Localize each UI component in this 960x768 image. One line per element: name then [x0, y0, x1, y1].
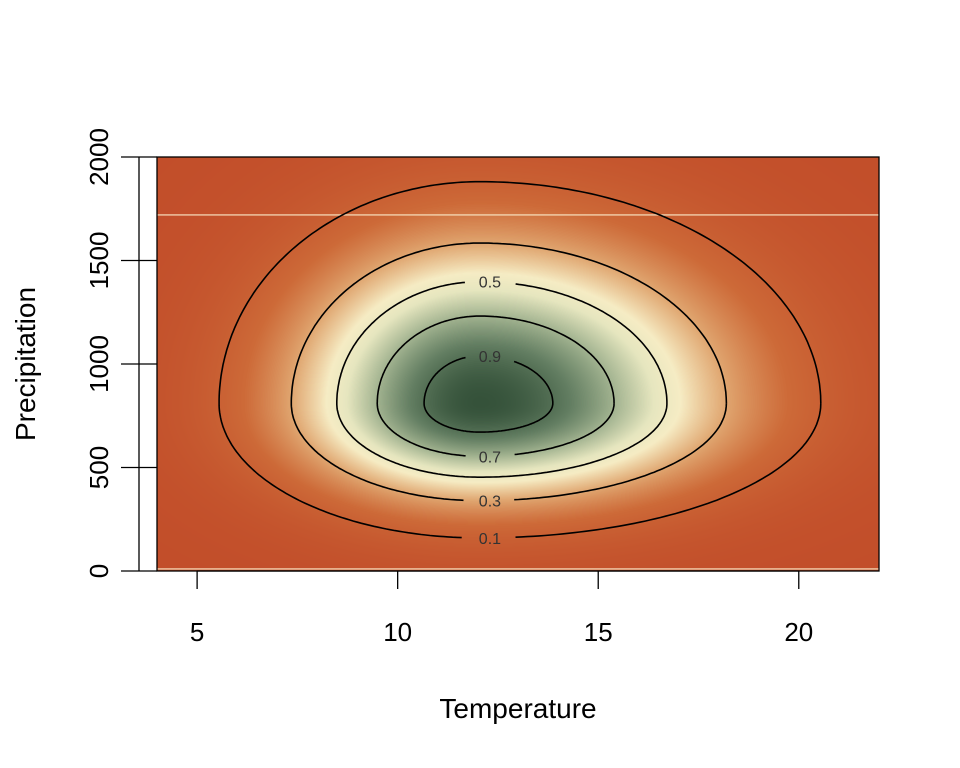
y-tick-label: 0	[84, 564, 114, 578]
contour-line	[336, 281, 668, 478]
reference-lines	[157, 214, 879, 570]
x-tick-label: 20	[784, 617, 813, 647]
x-axis: 5 10 15 20	[190, 570, 813, 647]
x-tick-label: 15	[584, 617, 613, 647]
y-tick-label: 500	[84, 446, 114, 489]
contour-line	[290, 242, 728, 502]
y-tick-label: 2000	[84, 128, 114, 186]
heatmap-surface	[157, 157, 879, 571]
y-tick-label: 1500	[84, 232, 114, 290]
x-axis-label: Temperature	[439, 693, 596, 724]
y-tick-label: 1000	[84, 335, 114, 393]
x-tick-label: 10	[383, 617, 412, 647]
contour-label: 0.9	[479, 349, 501, 366]
contour-label: 0.5	[479, 275, 501, 292]
contour-label: 0.7	[479, 449, 501, 466]
contour-line	[423, 356, 554, 433]
contours: 0.1 0.3 0.5 0.7 0.9	[218, 180, 822, 548]
contour-label: 0.3	[479, 494, 501, 511]
contour-line	[376, 315, 615, 457]
y-axis: 0 500 1000 1500 2000	[84, 128, 157, 578]
y-axis-label: Precipitation	[10, 287, 41, 441]
plot-frame	[156, 156, 880, 572]
contour-label: 0.1	[479, 531, 501, 548]
x-tick-label: 5	[190, 617, 204, 647]
contour-line	[218, 180, 822, 539]
